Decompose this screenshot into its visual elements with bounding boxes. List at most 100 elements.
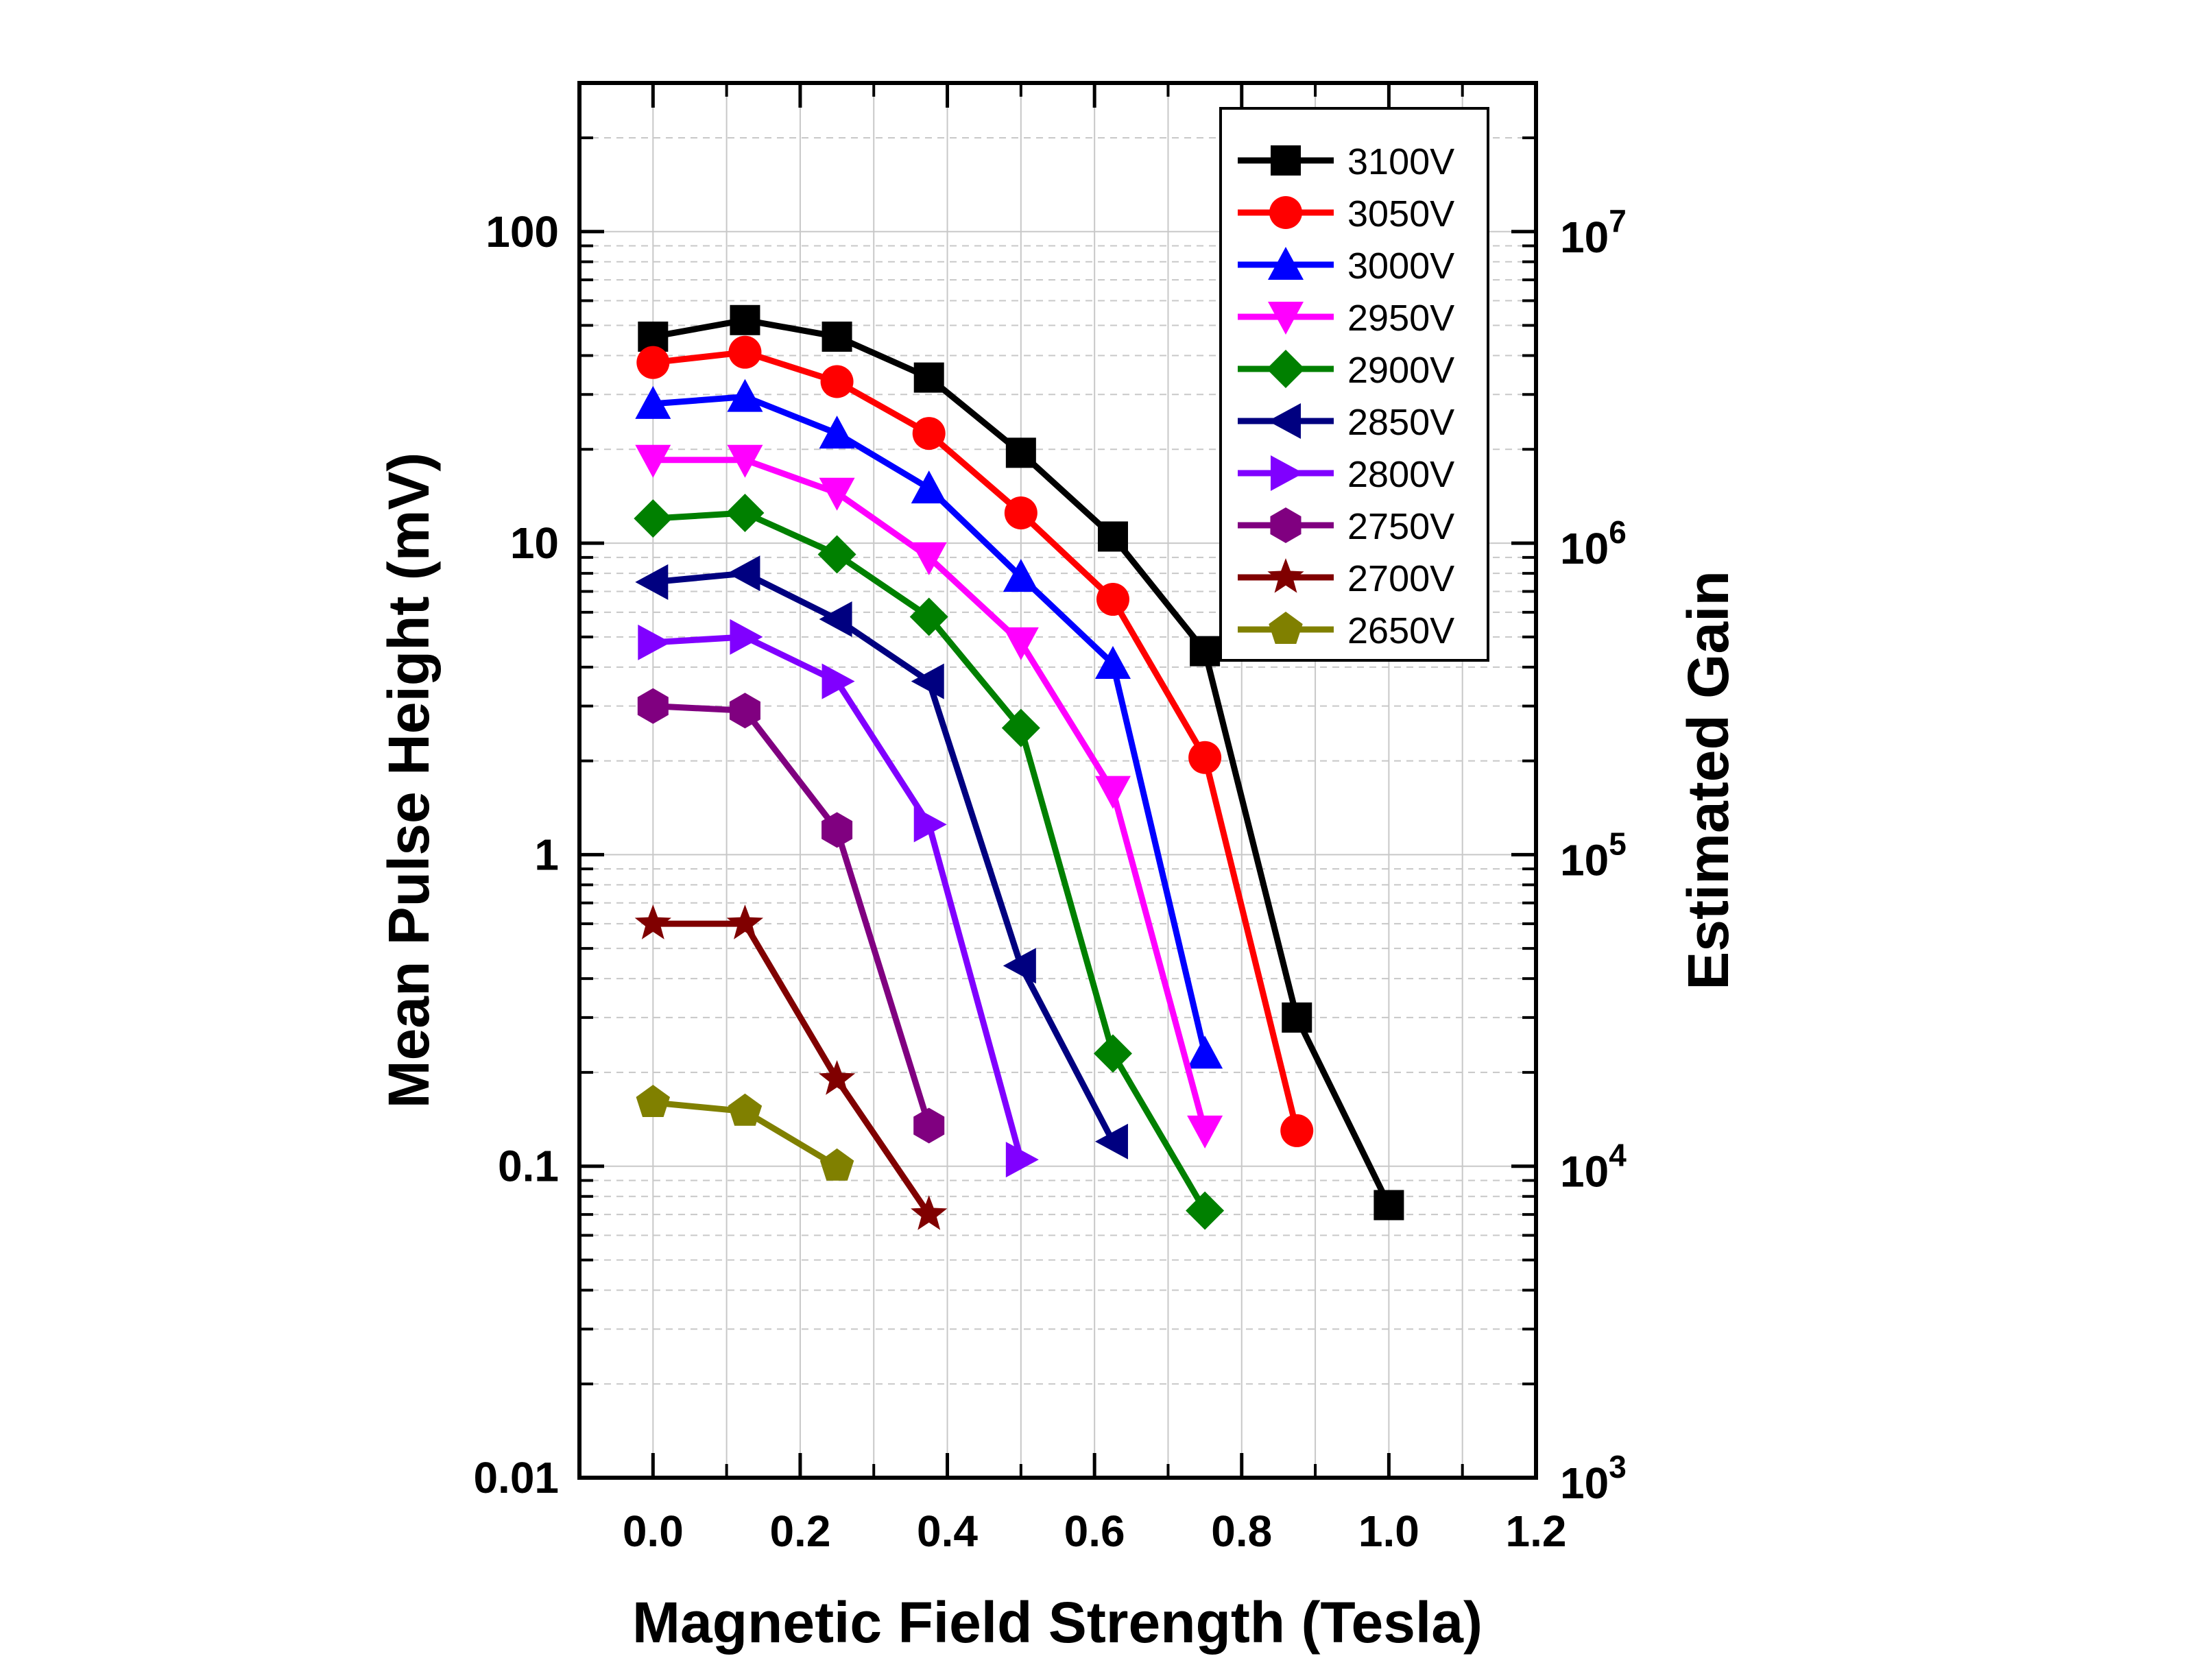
data-point [1188, 741, 1222, 774]
y2-tick-label: 107 [1560, 203, 1627, 262]
data-point [730, 619, 763, 655]
data-point [1282, 1002, 1312, 1033]
legend-marker [1268, 247, 1304, 280]
data-point [1003, 948, 1036, 984]
series-line [653, 703, 933, 1127]
data-point [1001, 708, 1040, 747]
legend-item: 2900V [1238, 350, 1454, 391]
data-point [1003, 627, 1039, 660]
data-point [818, 1060, 856, 1095]
series-2650V [636, 1084, 854, 1181]
y2-tick-label: 103 [1560, 1449, 1627, 1508]
x-tick-label: 0.8 [1211, 1507, 1272, 1556]
data-point [726, 904, 764, 939]
data-point [638, 624, 671, 660]
data-point [1094, 645, 1131, 679]
data-point [729, 693, 760, 729]
data-point [819, 1148, 854, 1181]
legend-item: 2850V [1238, 402, 1454, 443]
data-point [821, 812, 853, 848]
data-point [912, 417, 946, 451]
x-tick-label: 0.6 [1064, 1507, 1125, 1556]
series-2850V [635, 555, 1128, 1160]
data-point [727, 555, 760, 592]
y-axis-title: Mean Pulse Height (mV) [376, 453, 441, 1109]
series-2900V [634, 494, 1225, 1230]
data-point [1097, 521, 1128, 552]
y2-tick-label: 106 [1560, 514, 1627, 573]
series-2800V [638, 619, 1039, 1178]
data-point [634, 499, 673, 538]
series-3100V [638, 304, 1404, 1221]
data-point [725, 494, 765, 533]
data-point [1187, 1035, 1223, 1069]
series-2950V [635, 444, 1223, 1149]
legend-marker [1269, 196, 1302, 229]
legend-item: 3050V [1238, 193, 1454, 235]
legend-label: 2650V [1347, 610, 1454, 651]
data-point [819, 601, 852, 637]
data-point [819, 477, 855, 511]
legend-label: 2800V [1347, 454, 1454, 495]
data-point [1004, 496, 1037, 530]
legend-label: 2700V [1347, 558, 1454, 599]
data-point [1005, 1142, 1039, 1178]
data-point [637, 688, 669, 724]
legend-marker [1270, 507, 1302, 543]
data-point [909, 597, 948, 636]
x-axis-title: Magnetic Field Strength (Tesla) [632, 1590, 1483, 1655]
data-point [1096, 583, 1129, 616]
x-tick-label: 1.2 [1506, 1507, 1567, 1556]
data-point [913, 362, 944, 393]
data-point [1186, 1191, 1225, 1230]
y2-tick-label: 104 [1560, 1138, 1627, 1197]
y-tick-label: 100 [485, 207, 559, 256]
legend-item: 2800V [1238, 454, 1454, 495]
data-point [728, 335, 762, 369]
data-point [913, 806, 947, 843]
y-tick-label: 0.01 [473, 1453, 559, 1502]
data-point [1094, 1123, 1128, 1160]
data-point [1374, 1190, 1404, 1221]
data-point [727, 379, 763, 412]
data-point [911, 542, 947, 575]
legend-item: 3100V [1238, 141, 1454, 182]
legend-item: 2700V [1238, 558, 1454, 599]
legend-marker [1268, 302, 1304, 335]
data-point [911, 470, 947, 504]
legend-item: 2650V [1238, 610, 1454, 651]
plot-frame [577, 81, 1538, 1480]
data-point [635, 564, 669, 600]
legend-item: 3000V [1238, 245, 1454, 287]
legend-item: 2950V [1238, 298, 1454, 339]
legend-label: 3050V [1347, 193, 1454, 235]
data-point [1280, 1114, 1314, 1147]
data-point [1003, 559, 1039, 592]
axes: 0.0 0.2 0.4 0.6 0.8 1.0 1.2 0.01 0.1 1 10 100 103 104… [473, 83, 1627, 1556]
y-tick-label: 0.1 [498, 1142, 559, 1191]
legend-marker [1267, 558, 1304, 593]
legend-marker [1271, 145, 1301, 176]
legend-label: 3100V [1347, 141, 1454, 182]
x-tick-label: 0.2 [769, 1507, 830, 1556]
legend-label: 2750V [1347, 506, 1454, 547]
y2-tick-label: 105 [1560, 826, 1627, 885]
data-point [817, 535, 856, 574]
x-tick-label: 0.0 [623, 1507, 684, 1556]
legend-label: 2900V [1347, 350, 1454, 391]
data-point [635, 444, 671, 478]
data-point [1005, 437, 1036, 468]
legend-marker [1267, 350, 1305, 388]
data-point [636, 1084, 671, 1117]
data-point [730, 304, 760, 335]
x-tick-label: 1.0 [1358, 1507, 1419, 1556]
data-point [634, 904, 671, 939]
legend-marker [1268, 403, 1301, 439]
series-line [652, 570, 1116, 1143]
data-point [821, 663, 855, 699]
series-3050V [636, 335, 1314, 1147]
data-point [1093, 1034, 1132, 1073]
series-line [653, 920, 932, 1216]
y-tick-label: 10 [510, 518, 559, 568]
